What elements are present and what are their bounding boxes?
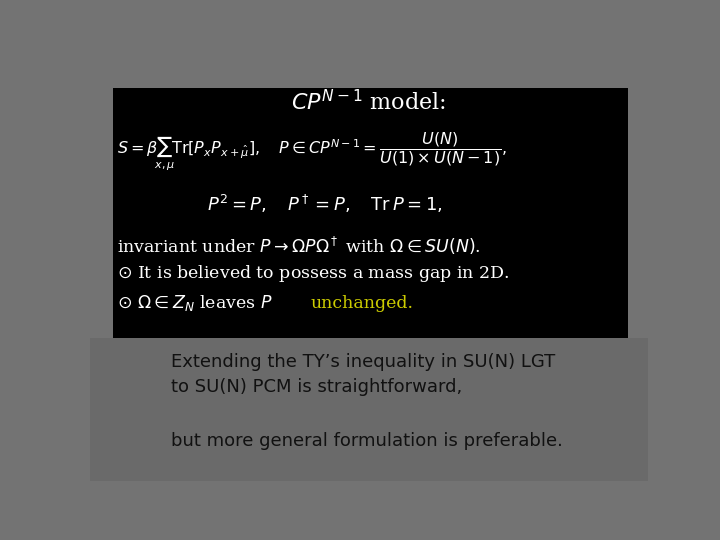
Text: $S = \beta\!\sum_{x,\mu}\!\mathrm{Tr}\left[P_x P_{x+\hat{\mu}}\right],\quad P \i: $S = \beta\!\sum_{x,\mu}\!\mathrm{Tr}\le… (117, 131, 507, 173)
FancyBboxPatch shape (114, 88, 628, 338)
Text: Extending the TY’s inequality in SU(N) LGT
to SU(N) PCM is straightforward,: Extending the TY’s inequality in SU(N) L… (171, 353, 555, 396)
Text: unchanged.: unchanged. (310, 294, 413, 312)
Text: $P^2 = P,\quad P^\dagger = P,\quad \mathrm{Tr}\,P = 1,$: $P^2 = P,\quad P^\dagger = P,\quad \math… (207, 193, 442, 215)
Text: but more general formulation is preferable.: but more general formulation is preferab… (171, 432, 563, 450)
Text: $\odot$ $\Omega \in Z_N$ leaves $P$: $\odot$ $\Omega \in Z_N$ leaves $P$ (117, 293, 272, 313)
FancyBboxPatch shape (90, 338, 648, 481)
Text: invariant under $P \to \Omega P \Omega^\dagger$ with $\Omega \in SU(N)$.: invariant under $P \to \Omega P \Omega^\… (117, 234, 480, 256)
Text: $\odot$ It is believed to possess a mass gap in 2D.: $\odot$ It is believed to possess a mass… (117, 264, 509, 285)
Text: $\mathit{CP}^{N-1}$ model:: $\mathit{CP}^{N-1}$ model: (292, 90, 446, 115)
